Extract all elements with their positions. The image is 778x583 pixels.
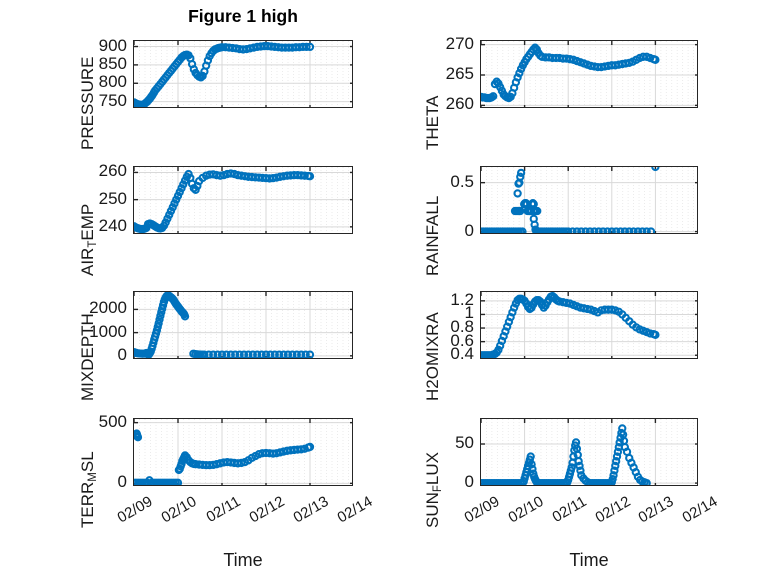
- plot-panel-bottom-right: [480, 418, 698, 486]
- y-axis-label: H2OMIXRA: [423, 312, 442, 401]
- figure-title: Figure 1 high: [188, 6, 298, 26]
- plot-panel-mid2-right: [480, 291, 698, 359]
- plot-area: [480, 40, 698, 108]
- data-series: [134, 292, 315, 358]
- y-tick-label: 0.4: [450, 344, 474, 364]
- plot-canvas: [481, 419, 697, 485]
- y-tick-label: 250: [98, 188, 127, 208]
- minor-gridlines: [139, 419, 349, 485]
- plot-panel-mid1-right: [480, 166, 698, 234]
- y-tick-label: 750: [98, 90, 127, 110]
- plot-area: [133, 40, 353, 108]
- data-series: [481, 424, 651, 485]
- data-series: [481, 167, 660, 233]
- plot-canvas: [134, 292, 352, 358]
- y-axis-label: AIRTEMP: [78, 203, 99, 276]
- y-axis-label: THETA: [423, 95, 442, 150]
- minor-gridlines: [486, 167, 694, 233]
- y-tick-label: 850: [98, 53, 127, 73]
- y-tick-label: 0: [464, 220, 474, 240]
- y-tick-label: 0.5: [450, 171, 474, 191]
- data-series: [134, 429, 315, 485]
- x-axis-label: Time: [223, 550, 263, 570]
- y-tick-label: 0: [117, 344, 127, 364]
- y-tick-label: 240: [98, 215, 127, 235]
- y-tick-label: 900: [98, 35, 127, 55]
- y-axis-label: MIXDEPTH: [78, 313, 97, 401]
- plot-canvas: [481, 41, 697, 107]
- plot-area: [480, 291, 698, 359]
- plot-panel-bottom-left: [133, 418, 353, 486]
- y-tick-label: 50: [455, 433, 474, 452]
- tick-marks: [134, 292, 352, 358]
- minor-gridlines: [486, 292, 694, 358]
- y-axis-label: SUNFLUX: [423, 451, 444, 528]
- y-tick-label: 1.2: [450, 289, 474, 309]
- x-axis-label: Time: [569, 550, 609, 570]
- y-tick-label: 1: [464, 303, 474, 323]
- data-series: [481, 292, 660, 358]
- y-tick-label: 800: [98, 72, 127, 92]
- minor-gridlines: [139, 292, 349, 358]
- plot-canvas: [134, 41, 352, 107]
- y-tick-label: 0.8: [450, 317, 474, 337]
- plot-area: [133, 291, 353, 359]
- data-series: [134, 42, 315, 107]
- plot-area: [480, 166, 698, 234]
- y-tick-label: 0.6: [450, 330, 474, 350]
- y-tick-label: 265: [445, 64, 474, 83]
- plot-panel-mid1-left: [133, 166, 353, 234]
- y-tick-label: 260: [98, 161, 127, 181]
- plot-panel-top-left: [133, 40, 353, 108]
- major-gridlines-x: [177, 292, 311, 358]
- y-tick-label: 260: [445, 94, 474, 114]
- plot-canvas: [481, 167, 697, 233]
- y-axis-label: PRESSURE: [78, 56, 97, 150]
- y-axis-label: TERRMSL: [78, 451, 99, 528]
- data-series: [481, 43, 660, 103]
- plot-area: [133, 418, 353, 486]
- minor-gridlines: [486, 419, 694, 485]
- plot-panel-top-right: [480, 40, 698, 108]
- plot-canvas: [134, 419, 352, 485]
- y-tick-label: 270: [445, 33, 474, 53]
- major-gridlines-x: [177, 41, 311, 107]
- tick-marks: [134, 167, 352, 233]
- data-series: [134, 169, 315, 233]
- y-tick-label: 1000: [89, 321, 127, 341]
- y-axis-label: RAINFALL: [423, 195, 442, 276]
- minor-gridlines: [139, 167, 349, 233]
- plot-area: [480, 418, 698, 486]
- plot-canvas: [134, 167, 352, 233]
- y-tick-label: 0: [464, 472, 474, 492]
- major-gridlines-y: [134, 308, 352, 357]
- plot-area: [133, 166, 353, 234]
- y-tick-label: 500: [98, 411, 127, 431]
- y-tick-label: 0: [117, 472, 127, 492]
- plot-panel-mid2-left: [133, 291, 353, 359]
- plot-canvas: [481, 292, 697, 358]
- tick-marks: [481, 41, 697, 107]
- y-tick-label: 2000: [89, 298, 127, 318]
